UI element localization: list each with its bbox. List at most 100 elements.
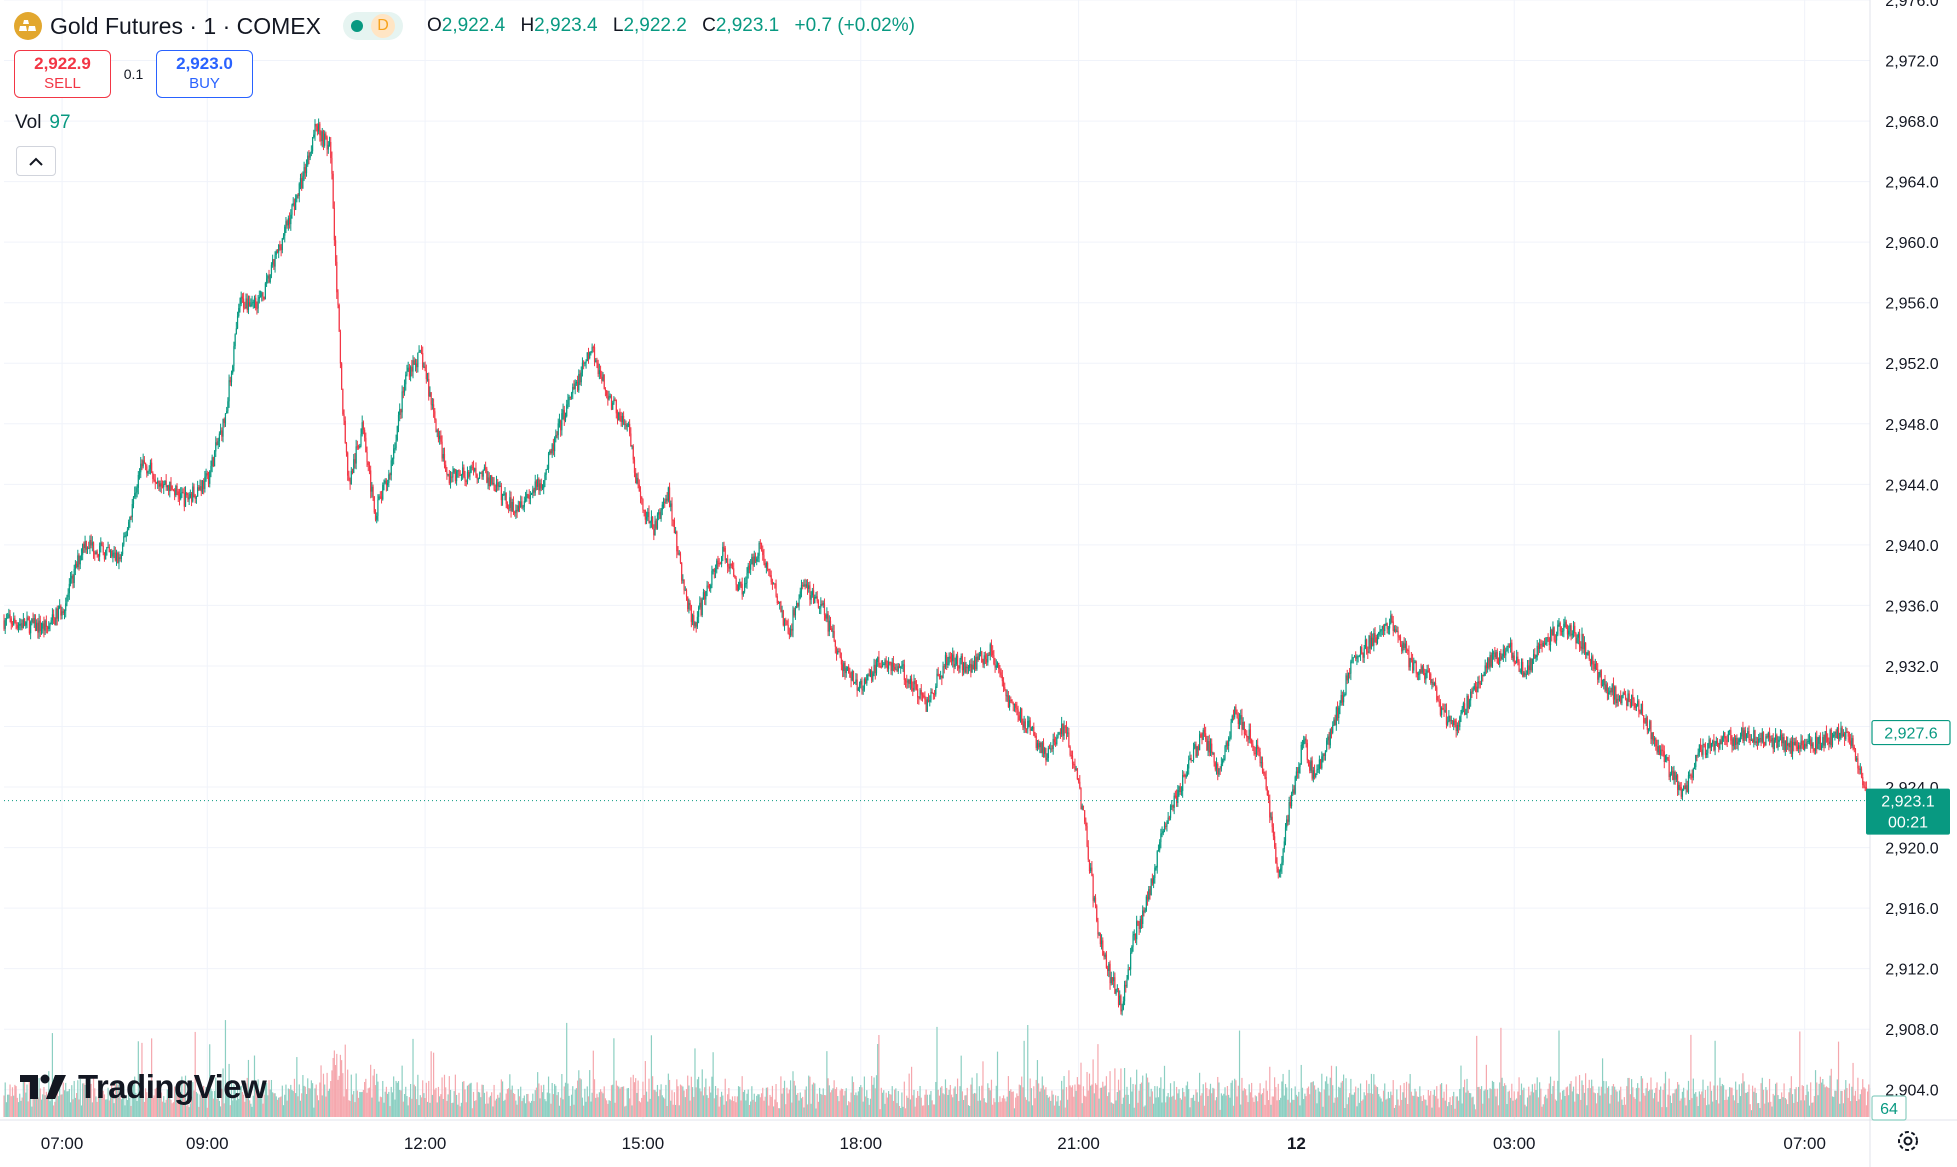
volume-bar	[399, 1089, 401, 1117]
volume-bar	[1289, 1102, 1291, 1117]
volume-bar	[716, 1095, 718, 1117]
settings-gear-icon[interactable]	[1895, 1128, 1921, 1154]
candle-body	[71, 575, 73, 579]
volume-bar	[1022, 1087, 1024, 1117]
candle-body	[1030, 728, 1032, 731]
candle-body	[1140, 918, 1143, 924]
candle-body	[1580, 646, 1582, 649]
tradingview-logo[interactable]: TradingView	[20, 1068, 267, 1106]
volume-bar	[856, 1095, 858, 1117]
volume-bar	[1852, 1062, 1854, 1117]
candle-body	[1444, 710, 1446, 712]
candle-body	[338, 305, 340, 332]
volume-bar	[136, 1101, 138, 1117]
candle-body	[174, 489, 176, 496]
volume-bar	[1644, 1095, 1646, 1117]
volume-bar	[1091, 1084, 1093, 1117]
volume-bar	[1729, 1087, 1731, 1117]
candle-body	[167, 485, 170, 492]
candle-body	[1620, 695, 1622, 704]
volume-bar	[50, 1088, 52, 1117]
candle-body	[1088, 859, 1091, 872]
volume-value: 97	[49, 112, 71, 133]
volume-bar	[1651, 1089, 1653, 1117]
candle-body	[747, 565, 749, 574]
candle-body	[967, 667, 970, 669]
symbol-title[interactable]: Gold Futures · 1 · COMEX	[50, 12, 321, 39]
volume-bar	[834, 1089, 836, 1117]
candle-body	[226, 411, 228, 414]
volume-bar	[1019, 1085, 1022, 1117]
volume-bar	[894, 1089, 896, 1117]
candle-body	[1864, 786, 1866, 788]
time-axis[interactable]: 07:00 09:00 12:00 15:00 18:00 21:00 12 03:00 07:…	[0, 1119, 1957, 1153]
candle-body	[1582, 634, 1584, 650]
volume-bar	[1805, 1095, 1807, 1117]
candle-body	[429, 392, 431, 397]
buy-button[interactable]: 2,923.0 BUY	[156, 50, 253, 98]
volume-bar	[1252, 1097, 1254, 1117]
time-tick-label: 18:00	[839, 1134, 882, 1153]
volume-bar	[49, 1101, 51, 1117]
volume-bar	[942, 1093, 944, 1117]
candle-body	[220, 430, 222, 434]
volume-bar	[1122, 1097, 1124, 1117]
volume-bar	[1859, 1094, 1861, 1117]
sell-button[interactable]: 2,922.9 SELL	[14, 50, 111, 98]
volume-bar	[1640, 1076, 1642, 1117]
candle-body	[1708, 739, 1710, 744]
volume-bar	[192, 1082, 194, 1117]
price-label-box	[1871, 719, 1951, 746]
volume-bar	[603, 1086, 605, 1117]
volume-bar	[65, 1082, 67, 1117]
volume-bar	[1419, 1086, 1421, 1117]
candle-body	[1485, 665, 1487, 669]
candle-body	[328, 141, 331, 145]
volume-bar	[1357, 1087, 1359, 1117]
volume-bar	[1589, 1088, 1592, 1117]
volume-bar	[1368, 1083, 1370, 1117]
volume-bar	[1306, 1088, 1308, 1117]
volume-bar	[89, 1097, 91, 1117]
volume-bar	[1752, 1085, 1754, 1117]
candle-body	[451, 476, 453, 478]
volume-bar	[1653, 1092, 1656, 1117]
volume-bar	[550, 1103, 552, 1117]
candle-body	[42, 623, 44, 629]
volume-bar	[1776, 1082, 1778, 1117]
candle-body	[178, 495, 181, 500]
volume-bar	[11, 1087, 14, 1117]
candle-body	[342, 388, 344, 415]
candle-body	[120, 554, 122, 559]
candle-body	[690, 605, 692, 622]
volume-bar	[1552, 1086, 1554, 1117]
collapse-legend-button[interactable]	[16, 146, 56, 176]
candle-body	[639, 491, 642, 497]
candle-body	[1487, 658, 1489, 669]
candle-body	[540, 483, 542, 489]
volume-bar	[902, 1106, 904, 1117]
close-value: 2,923.1	[715, 15, 780, 36]
volume-bar	[1434, 1096, 1437, 1117]
volume-bar	[1272, 1096, 1275, 1117]
volume-bar	[505, 1093, 507, 1117]
candle-body	[141, 463, 143, 467]
volume-bar	[1857, 1077, 1859, 1117]
candle-body	[63, 610, 66, 613]
candle-body	[135, 492, 137, 494]
timeframe-badge[interactable]: D	[370, 14, 395, 38]
volume-bar	[549, 1093, 551, 1117]
candle-body	[834, 640, 836, 647]
candle-body	[452, 472, 454, 478]
candle-body	[943, 666, 945, 668]
volume-bar	[1724, 1099, 1726, 1117]
candle-body	[568, 396, 570, 401]
volume-bar	[511, 1085, 513, 1117]
market-status-pill[interactable]: D	[342, 12, 403, 40]
volume-bar	[129, 1097, 131, 1117]
candle-body	[543, 480, 545, 489]
volume-bar	[1168, 1097, 1170, 1117]
volume-bar	[310, 1080, 312, 1117]
candle-body	[1136, 921, 1138, 940]
